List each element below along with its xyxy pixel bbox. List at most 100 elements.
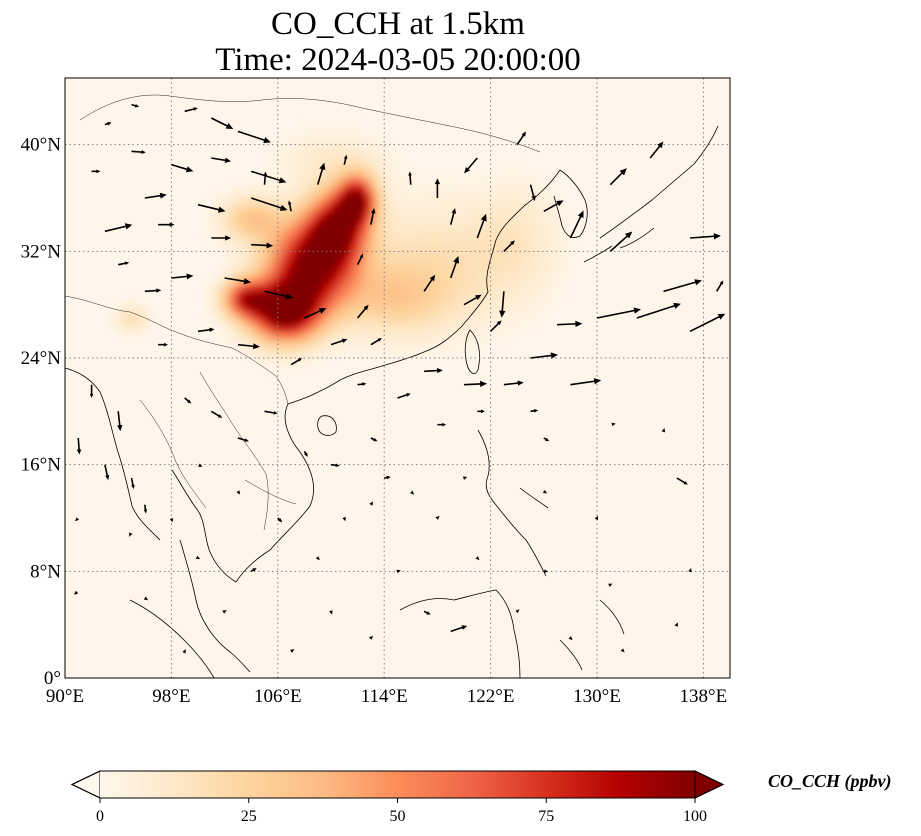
co-field-cell	[291, 204, 299, 212]
co-field-cell	[450, 204, 458, 212]
co-field-cell	[357, 344, 365, 352]
co-field-cell	[304, 338, 312, 346]
co-field-cell	[444, 178, 452, 186]
co-field-cell	[464, 244, 472, 252]
co-field-cell	[118, 324, 126, 332]
co-field-cell	[271, 318, 279, 326]
co-field-cell	[231, 204, 239, 212]
co-field-cell	[124, 318, 133, 326]
co-field-cell	[264, 178, 272, 186]
co-field-cell	[424, 278, 432, 286]
co-field-cell	[324, 171, 332, 179]
co-field-cell	[331, 151, 339, 159]
co-field-cell	[404, 184, 412, 192]
co-field-cell	[277, 304, 286, 312]
co-field-cell	[430, 318, 438, 326]
co-field-cell	[224, 284, 232, 292]
co-field-cell	[537, 191, 545, 199]
co-field-cell	[404, 291, 412, 299]
co-field-cell	[510, 178, 518, 186]
co-field-cell	[271, 218, 279, 226]
co-field-cell	[384, 144, 392, 152]
co-field-cell	[397, 338, 405, 346]
co-field-cell	[437, 351, 445, 359]
wind-arrow	[543, 200, 564, 213]
co-field-cell	[464, 238, 472, 246]
co-field-cell	[350, 238, 359, 246]
sulawesi-coastline	[559, 599, 625, 671]
myanmar-coastline	[65, 367, 161, 541]
co-field-cell	[244, 324, 252, 332]
co-field-cell	[370, 351, 379, 359]
co-field-cell	[304, 291, 312, 299]
co-field-cell	[470, 238, 478, 246]
co-field-cell	[464, 264, 472, 272]
co-field-cell	[364, 351, 372, 359]
co-field-cell	[457, 278, 465, 286]
co-field-cell	[563, 238, 571, 246]
co-field-cell	[151, 311, 159, 319]
wind-arrow	[609, 168, 627, 186]
co-field-cell	[231, 231, 239, 239]
wind-arrow	[290, 358, 303, 366]
co-field-cell	[437, 224, 445, 232]
co-field-cell	[543, 198, 552, 206]
co-field-cell	[543, 278, 552, 286]
co-field-cell	[357, 178, 365, 186]
co-field-cell	[264, 264, 272, 272]
co-field-cell	[217, 304, 226, 312]
co-field-cell	[483, 244, 492, 252]
co-field-cell	[404, 224, 412, 232]
co-field-cell	[337, 251, 345, 259]
title-line-1: CO_CCH at 1.5km	[271, 6, 525, 42]
co-field-cell	[430, 178, 438, 186]
co-field-cell	[251, 318, 259, 326]
co-field-cell	[304, 358, 312, 366]
wind-arrow	[462, 476, 468, 480]
co-field-cell	[297, 191, 305, 199]
co-field-cell	[271, 358, 279, 366]
co-field-cell	[430, 218, 438, 226]
co-field-cell	[344, 151, 352, 159]
co-field-cell	[271, 311, 279, 319]
co-field-cell	[304, 238, 312, 246]
inland-borders	[65, 94, 541, 531]
co-field-cell	[337, 204, 345, 212]
co-field-cell	[417, 298, 425, 306]
co-field-cell	[277, 158, 286, 166]
co-field-cell	[224, 271, 232, 279]
co-field-cell	[384, 238, 392, 246]
co-field-cell	[410, 311, 419, 319]
co-field-cell	[417, 231, 425, 239]
co-field-cell	[503, 278, 512, 286]
co-field-cell	[457, 218, 465, 226]
co-field-cell	[497, 291, 505, 299]
co-field-cell	[450, 304, 458, 312]
co-field-cell	[377, 244, 385, 252]
co-field-cell	[271, 138, 279, 146]
co-field-cell	[517, 318, 525, 326]
co-field-cell	[297, 218, 305, 226]
co-field-cell	[244, 344, 252, 352]
co-field-cell	[503, 224, 512, 232]
co-field-cell	[503, 331, 512, 339]
co-field-cell	[517, 191, 525, 199]
co-field-cell	[404, 264, 412, 272]
co-field-cell	[364, 231, 372, 239]
wind-arrow	[449, 208, 457, 225]
co-field-cell	[470, 344, 478, 352]
co-field-cell	[244, 218, 252, 226]
co-field-cell	[410, 184, 419, 192]
co-field-cell	[457, 198, 465, 206]
co-field-cell	[304, 184, 312, 192]
co-field-cell	[523, 278, 532, 286]
wind-arrow	[104, 223, 133, 233]
co-field-cell	[324, 224, 332, 232]
co-field-cell	[370, 231, 379, 239]
co-field-cell	[251, 244, 259, 252]
co-field-cell	[517, 231, 525, 239]
co-field-cell	[390, 291, 399, 299]
co-field-cell	[324, 158, 332, 166]
co-field-cell	[324, 291, 332, 299]
map-panel[interactable]	[64, 77, 731, 679]
